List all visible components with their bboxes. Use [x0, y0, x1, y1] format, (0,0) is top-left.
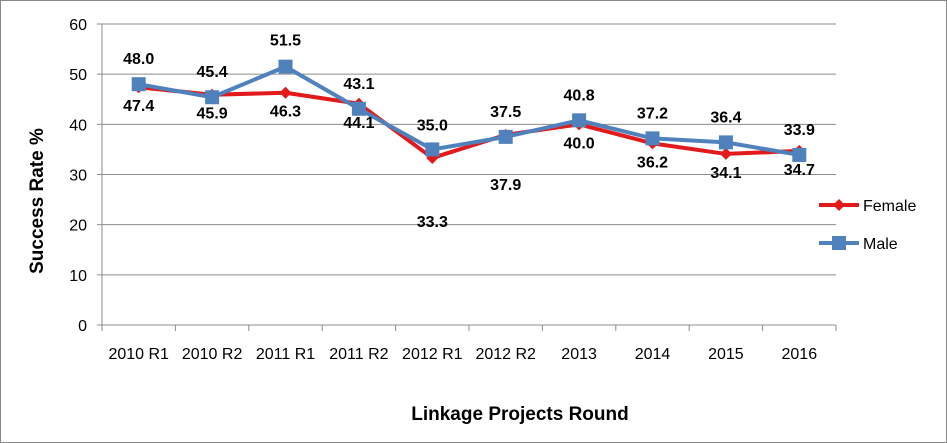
- data-label-male: 51.5: [270, 33, 301, 50]
- x-tick-label: 2010 R1: [108, 346, 169, 363]
- legend-label-male: Male: [863, 236, 898, 253]
- data-point-male: [792, 147, 807, 162]
- data-point-male: [278, 59, 293, 74]
- x-tick-label: 2011 R1: [256, 346, 315, 363]
- legend: Female Male: [819, 198, 916, 253]
- data-point-male: [205, 90, 220, 105]
- data-point-male: [645, 131, 660, 146]
- data-point-female: [719, 147, 732, 160]
- x-tick-label: 2014: [635, 346, 671, 363]
- series-group: [131, 59, 807, 164]
- data-label-male: 48.0: [123, 51, 154, 68]
- gridlines: [102, 23, 836, 276]
- legend-label-female: Female: [863, 198, 916, 215]
- series-line-male: [138, 64, 800, 157]
- y-axis-title: Success Rate %: [27, 128, 48, 274]
- y-tick-label: 0: [78, 318, 87, 335]
- data-label-male: 45.4: [197, 64, 228, 81]
- data-label-female: 40.0: [564, 135, 595, 152]
- data-label-male: 37.2: [637, 105, 668, 122]
- x-tick-label: 2012 R1: [402, 346, 463, 363]
- data-point-female: [279, 86, 292, 99]
- y-tick-label: 60: [69, 17, 87, 34]
- axes: 0 10 20 30 40 50 60 2010 R1 2010 R2 2011 R1 2011 R…: [69, 17, 837, 363]
- data-label-male: 36.4: [710, 109, 741, 126]
- y-tick-label: 20: [69, 218, 87, 235]
- y-tick-label: 40: [69, 117, 87, 134]
- data-label-female: 45.9: [197, 106, 228, 123]
- y-tick-label: 50: [69, 67, 87, 84]
- data-label-male: 43.1: [343, 76, 374, 93]
- data-point-male: [718, 135, 733, 150]
- data-point-male: [425, 142, 440, 157]
- data-point-male: [131, 77, 146, 92]
- data-labels: 47.4 45.9 46.3 44.1 33.3 37.9 40.0 36.2 34.1 34.7…: [123, 33, 815, 231]
- data-label-male: 40.8: [564, 87, 595, 104]
- data-label-female: 34.7: [784, 162, 815, 179]
- x-tick-label: 2012 R2: [475, 346, 536, 363]
- data-label-female: 33.3: [417, 214, 448, 231]
- legend-marker-female: [833, 199, 845, 211]
- x-axis-title: Linkage Projects Round: [411, 404, 628, 425]
- data-point-male: [351, 101, 366, 116]
- data-label-female: 47.4: [123, 98, 154, 115]
- data-label-female: 36.2: [637, 154, 668, 171]
- data-label-female: 37.9: [490, 177, 521, 194]
- x-tick-label: 2016: [782, 346, 818, 363]
- y-tick-label: 10: [69, 268, 87, 285]
- data-label-male: 33.9: [784, 122, 815, 139]
- y-tick-label: 30: [69, 168, 87, 185]
- x-tick-label: 2010 R2: [182, 346, 243, 363]
- series-line-female: [138, 85, 800, 160]
- x-tick-label: 2013: [561, 346, 597, 363]
- data-point-male: [498, 129, 513, 144]
- data-label-female: 46.3: [270, 104, 301, 121]
- data-label-female: 34.1: [710, 165, 741, 182]
- x-tick-label: 2015: [708, 346, 744, 363]
- data-point-male: [572, 113, 587, 128]
- x-tick-label: 2011 R2: [329, 346, 388, 363]
- legend-marker-male: [832, 236, 846, 250]
- data-label-female: 44.1: [343, 115, 374, 132]
- data-label-male: 35.0: [417, 117, 448, 134]
- data-label-male: 37.5: [490, 104, 521, 121]
